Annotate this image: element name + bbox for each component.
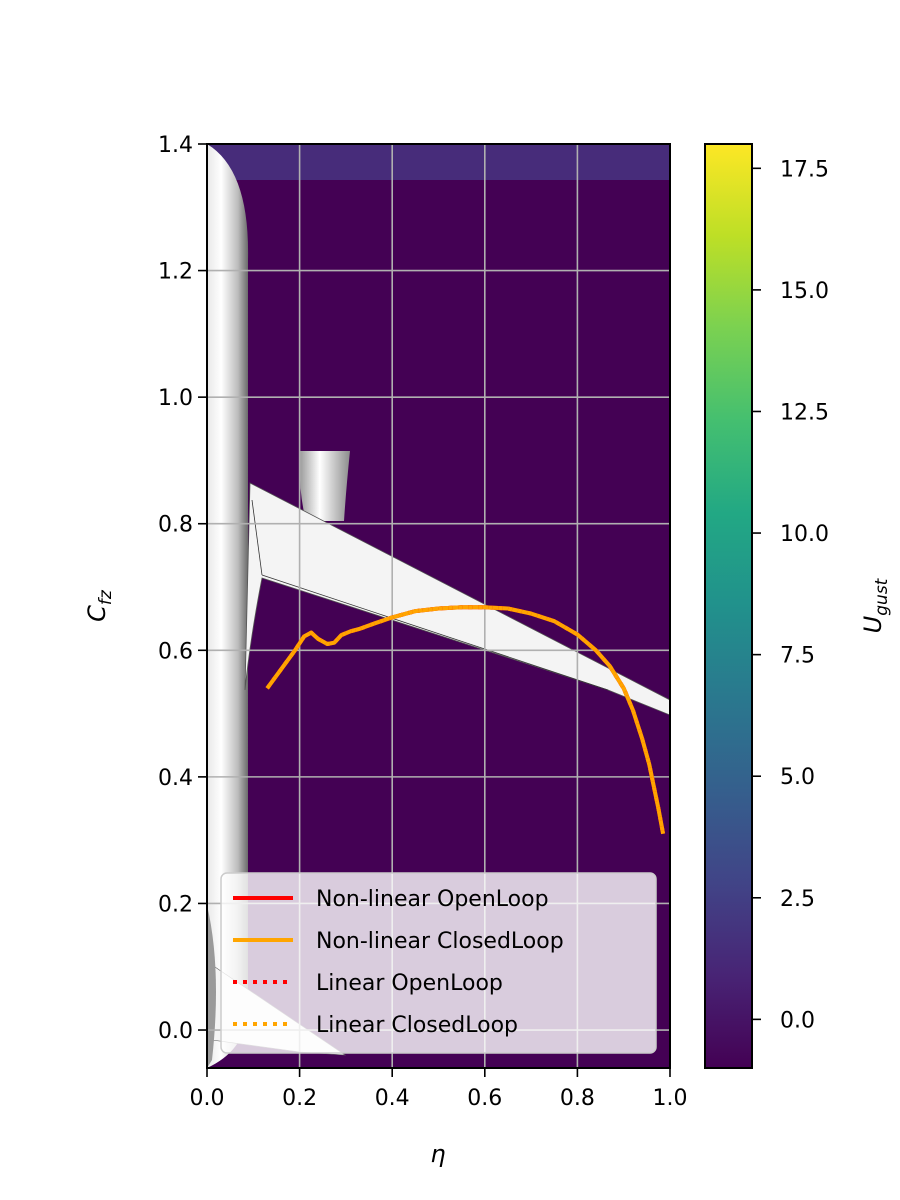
x-ticks: 0.0 0.2 0.4 0.6 0.8 1.0: [190, 1068, 688, 1111]
x-axis-label: η: [430, 1140, 445, 1168]
series-layer: [265, 605, 666, 835]
y-ticks: 0.0 0.2 0.4 0.6 0.8 1.0 1.2 1.4: [158, 133, 207, 1044]
wing-root-line: [251, 499, 263, 576]
x-tick-label: 0.6: [467, 1086, 502, 1111]
x-tick-label: 0.2: [282, 1086, 317, 1111]
y-tick-label: 1.4: [158, 133, 193, 158]
y-tick-label: 0.6: [158, 639, 193, 664]
tail-cone: [207, 905, 216, 1068]
series-line-linear-closedloop: [265, 605, 666, 835]
colorbar-tick-label: 7.5: [780, 644, 815, 669]
colorbar-tick-label: 5.0: [780, 765, 815, 790]
colorbar-label-sub: gust: [872, 577, 892, 615]
legend: Non-linear OpenLoop Non-linear ClosedLoop…: [220, 872, 657, 1054]
colorbar-tick-label: 17.5: [780, 157, 829, 182]
colorbar-tick-label: 12.5: [780, 400, 829, 425]
colorbar-tick-label: 2.5: [780, 887, 815, 912]
legend-label: Linear ClosedLoop: [316, 1013, 518, 1038]
x-tick-label: 0.0: [190, 1086, 225, 1111]
engine-nacelle: [299, 451, 350, 521]
y-tick-label: 1.0: [158, 386, 193, 411]
x-tick-label: 0.8: [560, 1086, 595, 1111]
legend-label: Linear OpenLoop: [316, 971, 503, 996]
legend-box: [220, 872, 657, 1054]
legend-label: Non-linear OpenLoop: [316, 887, 549, 912]
colorbar-label: Ugust: [859, 577, 892, 633]
y-tick-label: 0.0: [158, 1019, 193, 1044]
background-top-band: [207, 144, 670, 180]
y-tick-label: 0.8: [158, 513, 193, 538]
legend-label: Non-linear ClosedLoop: [316, 929, 564, 954]
colorbar-tick-label: 15.0: [780, 279, 829, 304]
colorbar-gradient: [704, 143, 753, 1069]
x-tick-label: 1.0: [653, 1086, 688, 1111]
x-tick-label: 0.4: [375, 1086, 410, 1111]
wing-flap-line: [261, 574, 609, 691]
colorbar-label-main: U: [859, 615, 887, 633]
colorbar: 0.0 2.5 5.0 7.5 10.0 12.5 15.0 17.5 Ugust: [704, 143, 892, 1069]
y-tick-label: 0.2: [158, 892, 193, 917]
y-tick-label: 0.4: [158, 766, 193, 791]
y-axis-label-main: C: [83, 605, 111, 622]
axes-frame: [206, 143, 671, 1069]
colorbar-tick-label: 0.0: [780, 1008, 815, 1033]
colorbar-ticks: 0.0 2.5 5.0 7.5 10.0 12.5 15.0 17.5: [752, 157, 829, 1033]
y-tick-label: 1.2: [158, 260, 193, 285]
fuselage: [207, 144, 249, 1068]
y-axis-label: Cfz: [83, 589, 116, 622]
y-axis-label-sub: fz: [96, 589, 116, 605]
colorbar-tick-label: 10.0: [780, 522, 829, 547]
